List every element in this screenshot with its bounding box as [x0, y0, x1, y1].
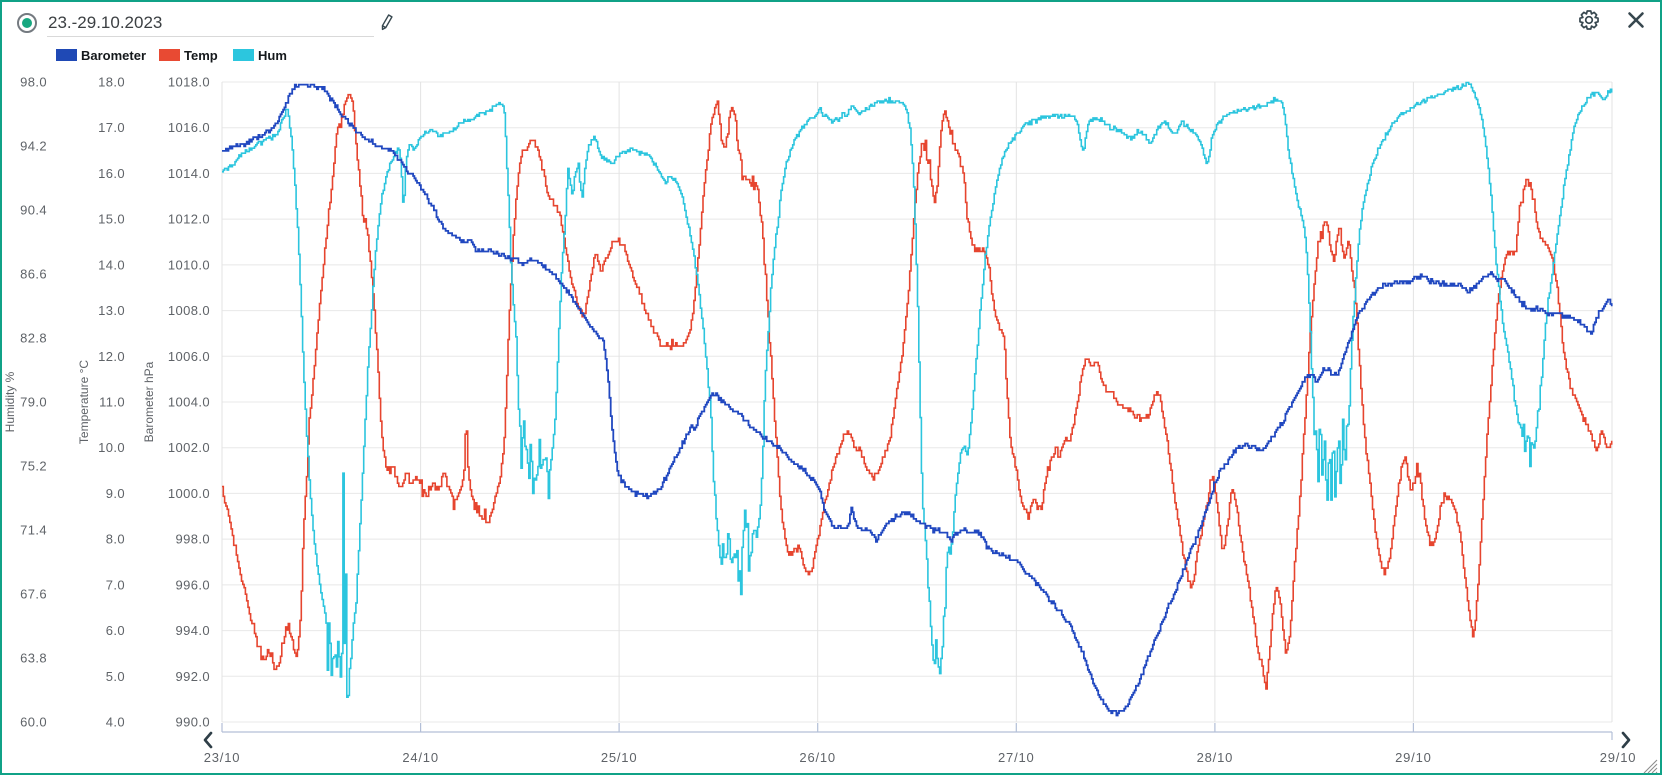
- svg-text:13.0: 13.0: [98, 303, 125, 318]
- svg-text:1002.0: 1002.0: [168, 440, 210, 455]
- svg-text:1012.0: 1012.0: [168, 212, 210, 227]
- svg-text:998.0: 998.0: [175, 532, 210, 547]
- svg-text:1008.0: 1008.0: [168, 303, 210, 318]
- svg-text:9.0: 9.0: [106, 486, 125, 501]
- svg-text:5.0: 5.0: [106, 669, 125, 684]
- svg-text:71.4: 71.4: [20, 523, 47, 538]
- svg-text:1006.0: 1006.0: [168, 349, 210, 364]
- svg-text:98.0: 98.0: [20, 75, 47, 90]
- svg-text:8.0: 8.0: [106, 532, 125, 547]
- svg-text:10.0: 10.0: [98, 440, 125, 455]
- svg-text:82.8: 82.8: [20, 331, 47, 346]
- svg-text:1016.0: 1016.0: [168, 120, 210, 135]
- svg-text:14.0: 14.0: [98, 257, 125, 272]
- svg-text:75.2: 75.2: [20, 459, 47, 474]
- svg-text:994.0: 994.0: [175, 623, 210, 638]
- svg-text:63.8: 63.8: [20, 651, 47, 666]
- svg-text:29/10: 29/10: [1395, 750, 1432, 765]
- svg-text:Temperature °C: Temperature °C: [77, 360, 91, 444]
- svg-text:18.0: 18.0: [98, 75, 125, 90]
- svg-text:1004.0: 1004.0: [168, 395, 210, 410]
- svg-text:1014.0: 1014.0: [168, 166, 210, 181]
- svg-text:29/10: 29/10: [1600, 750, 1637, 765]
- svg-text:Barometer hPa: Barometer hPa: [142, 361, 156, 442]
- svg-text:996.0: 996.0: [175, 577, 210, 592]
- svg-text:23/10: 23/10: [204, 750, 241, 765]
- svg-text:1010.0: 1010.0: [168, 257, 210, 272]
- svg-text:28/10: 28/10: [1197, 750, 1234, 765]
- svg-text:990.0: 990.0: [175, 715, 210, 730]
- svg-text:86.6: 86.6: [20, 267, 47, 282]
- svg-text:26/10: 26/10: [799, 750, 836, 765]
- svg-text:24/10: 24/10: [402, 750, 439, 765]
- svg-text:67.6: 67.6: [20, 587, 47, 602]
- svg-text:16.0: 16.0: [98, 166, 125, 181]
- svg-text:1018.0: 1018.0: [168, 75, 210, 90]
- svg-text:15.0: 15.0: [98, 212, 125, 227]
- svg-text:79.0: 79.0: [20, 395, 47, 410]
- svg-text:7.0: 7.0: [106, 577, 125, 592]
- svg-text:27/10: 27/10: [998, 750, 1035, 765]
- svg-text:90.4: 90.4: [20, 203, 47, 218]
- svg-text:17.0: 17.0: [98, 120, 125, 135]
- svg-text:4.0: 4.0: [106, 715, 125, 730]
- svg-text:6.0: 6.0: [106, 623, 125, 638]
- svg-text:11.0: 11.0: [99, 395, 125, 410]
- svg-text:1000.0: 1000.0: [168, 486, 210, 501]
- svg-text:Humidity %: Humidity %: [3, 371, 17, 432]
- svg-text:60.0: 60.0: [20, 715, 47, 730]
- svg-text:94.2: 94.2: [20, 139, 47, 154]
- svg-text:992.0: 992.0: [175, 669, 210, 684]
- svg-text:25/10: 25/10: [601, 750, 638, 765]
- svg-text:12.0: 12.0: [98, 349, 125, 364]
